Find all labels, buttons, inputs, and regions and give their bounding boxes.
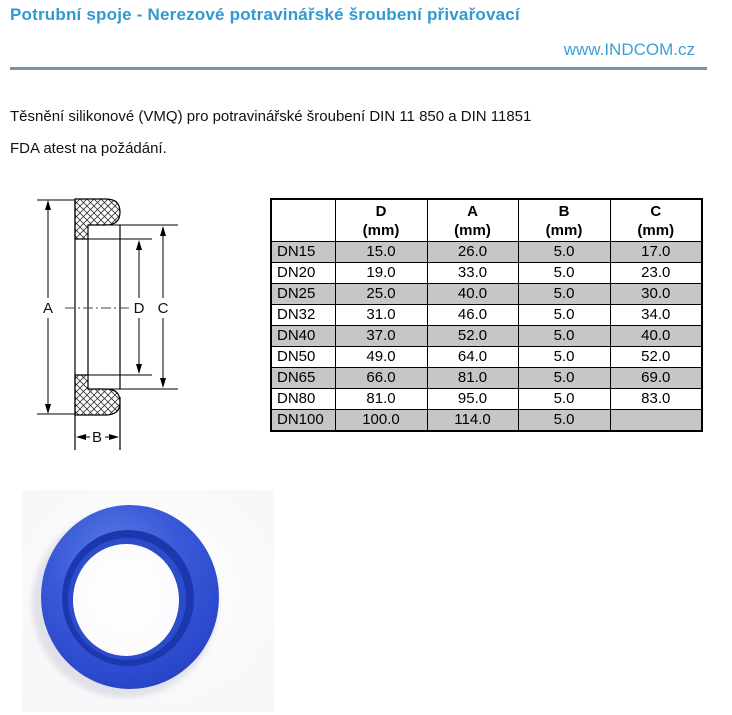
cell-a: 95.0 [426,388,519,410]
table-row: DN50 49.0 64.0 5.0 52.0 [270,346,703,368]
header-divider [10,67,707,70]
col-unit: (mm) [454,221,491,239]
gasket-photo [22,490,274,712]
table-row: DN65 66.0 81.0 5.0 69.0 [270,367,703,389]
cell-d: 100.0 [334,409,428,432]
row-dn-label: DN65 [270,367,336,389]
cell-a: 114.0 [426,409,519,432]
col-header-d: D (mm) [334,198,428,242]
col-unit: (mm) [362,221,400,239]
cell-c [609,409,703,432]
cell-c: 52.0 [609,346,703,368]
cell-b: 5.0 [517,367,611,389]
col-header-c: C (mm) [609,198,703,242]
table-row: DN15 15.0 26.0 5.0 17.0 [270,241,703,263]
cell-b: 5.0 [517,346,611,368]
row-dn-label: DN40 [270,325,336,347]
cell-d: 15.0 [334,241,428,263]
cell-d: 31.0 [334,304,428,326]
cell-b: 5.0 [517,325,611,347]
dim-label-a: A [43,300,53,317]
col-header-b: B (mm) [517,198,611,242]
cell-d: 25.0 [334,283,428,305]
table-row: DN25 25.0 40.0 5.0 30.0 [270,283,703,305]
col-header-a: A (mm) [426,198,519,242]
cell-b: 5.0 [517,304,611,326]
row-dn-label: DN100 [270,409,336,432]
col-letter: C [650,202,662,220]
row-dn-label: DN25 [270,283,336,305]
table-row: DN32 31.0 46.0 5.0 34.0 [270,304,703,326]
cell-b: 5.0 [517,262,611,284]
cell-b: 5.0 [517,283,611,305]
cell-c: 69.0 [609,367,703,389]
gasket-hole [73,544,179,656]
dimension-table-body: DN15 15.0 26.0 5.0 17.0 DN20 19.0 33.0 5.0 23.0 DN… [270,241,703,432]
cell-b: 5.0 [517,388,611,410]
cell-a: 40.0 [426,283,519,305]
corner-header-cell [270,198,336,242]
row-dn-label: DN32 [270,304,336,326]
cell-c: 40.0 [609,325,703,347]
gasket-cross-section-drawing: A D C B [37,198,178,450]
cell-a: 33.0 [426,262,519,284]
cell-d: 49.0 [334,346,428,368]
dimension-arrowheads [45,200,166,440]
product-description: Těsnění silikonové (VMQ) pro potravinářs… [10,108,532,125]
page-title: Potrubní spoje - Nerezové potravinářské … [10,5,520,24]
cell-c: 17.0 [609,241,703,263]
col-letter: B [558,202,570,220]
cell-a: 52.0 [426,325,519,347]
table-row: DN20 19.0 33.0 5.0 23.0 [270,262,703,284]
cell-c: 83.0 [609,388,703,410]
cell-a: 46.0 [426,304,519,326]
col-unit: (mm) [637,221,675,239]
col-letter: D [375,202,387,220]
cell-c: 23.0 [609,262,703,284]
dimension-table: D (mm) A (mm) B (mm) C (mm) DN15 15.0 26.0… [270,198,703,432]
dimension-lines [37,199,178,438]
row-dn-label: DN80 [270,388,336,410]
row-dn-label: DN20 [270,262,336,284]
dim-label-b: B [92,429,102,446]
cell-d: 66.0 [334,367,428,389]
cell-d: 19.0 [334,262,428,284]
table-row: DN100 100.0 114.0 5.0 [270,409,703,432]
table-row: DN80 81.0 95.0 5.0 83.0 [270,388,703,410]
cell-b: 5.0 [517,241,611,263]
col-unit: (mm) [545,221,583,239]
website-link[interactable]: www.INDCOM.cz [563,40,695,59]
fda-note: FDA atest na požádání. [10,140,167,157]
cell-d: 37.0 [334,325,428,347]
table-row: DN40 37.0 52.0 5.0 40.0 [270,325,703,347]
cell-d: 81.0 [334,388,428,410]
dim-label-c: C [158,300,169,317]
cell-b: 5.0 [517,409,611,432]
row-dn-label: DN15 [270,241,336,263]
cell-c: 30.0 [609,283,703,305]
cell-a: 81.0 [426,367,519,389]
table-header-row: D (mm) A (mm) B (mm) C (mm) [270,198,703,242]
upper-section-hatch [74,198,121,240]
col-letter: A [467,202,478,220]
lower-section-hatch [74,374,121,416]
cell-c: 34.0 [609,304,703,326]
row-dn-label: DN50 [270,346,336,368]
dim-label-d: D [134,300,145,317]
cell-a: 64.0 [426,346,519,368]
cell-a: 26.0 [426,241,519,263]
